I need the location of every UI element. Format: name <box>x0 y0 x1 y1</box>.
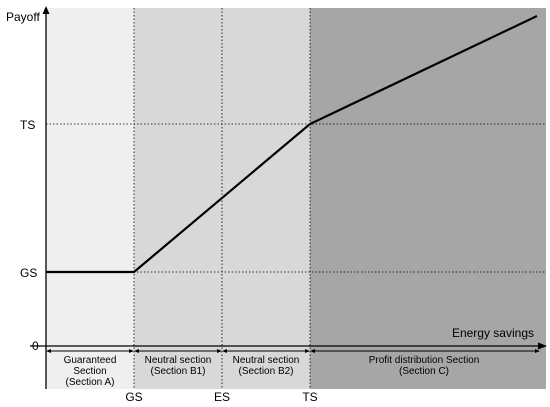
arrowhead-icon <box>46 349 51 353</box>
section-c-band <box>310 8 546 389</box>
section-a-label-line1: Guaranteed <box>64 355 117 366</box>
section-b1-label-line1: Neutral section <box>145 355 212 366</box>
arrowhead-icon <box>535 349 540 353</box>
section-b1-label-line2: (Section B1) <box>150 366 205 377</box>
bracket-arrowheads <box>46 349 540 353</box>
y-tick-ts: TS <box>20 118 35 132</box>
section-b2-label-line2: (Section B2) <box>238 366 293 377</box>
x-tick-gs: GS <box>125 390 142 404</box>
x-axis-label: Energy savings <box>452 326 534 340</box>
section-b1-band <box>134 8 222 389</box>
x-tick-es: ES <box>214 390 230 404</box>
arrowhead-icon <box>305 349 310 353</box>
y-axis-label: Payoff <box>6 10 40 24</box>
section-a-label-line3: (Section A) <box>66 377 115 388</box>
arrowhead-icon <box>217 349 222 353</box>
arrowhead-icon <box>134 349 139 353</box>
payoff-curve <box>46 15 538 274</box>
section-b2-band <box>222 8 310 389</box>
section-a-label-line2: Section <box>73 366 106 377</box>
section-c-label-line1: Profit distribution Section <box>369 355 480 366</box>
arrowhead-icon <box>310 349 315 353</box>
y-tick-gs: GS <box>20 266 37 280</box>
section-a-band <box>46 8 134 389</box>
y-axis-arrow-icon <box>42 6 50 14</box>
section-b2-label-line1: Neutral section <box>233 355 300 366</box>
y-tick-zero: 0 <box>32 339 39 353</box>
x-axis-arrow-icon <box>538 342 547 350</box>
arrowhead-icon <box>222 349 227 353</box>
arrowhead-icon <box>129 349 134 353</box>
x-tick-ts: TS <box>302 390 317 404</box>
section-c-label-line2: (Section C) <box>399 366 449 377</box>
